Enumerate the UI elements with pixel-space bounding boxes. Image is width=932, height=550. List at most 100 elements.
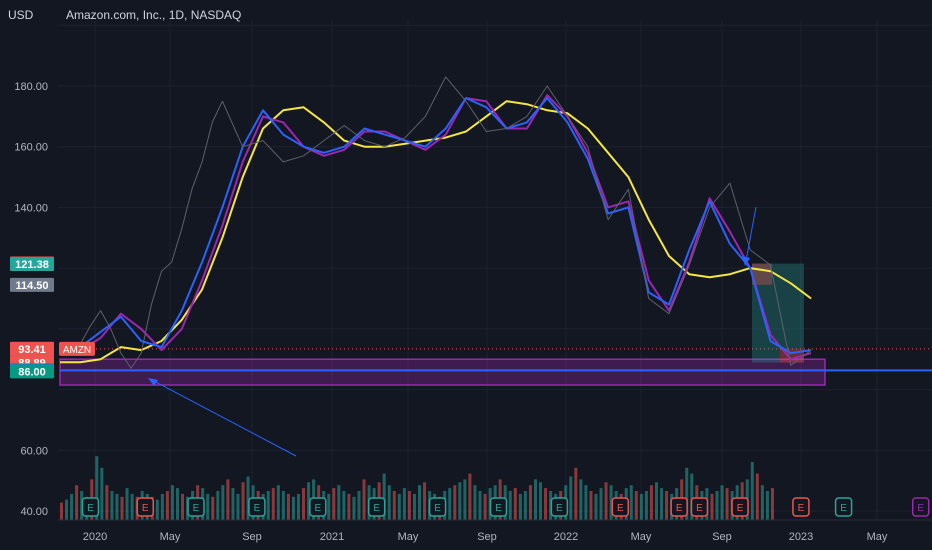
volume-bar-19 [155,499,159,520]
volume-bar-70 [412,493,416,520]
earnings-badge-label-9: E [617,503,624,514]
volume-bar-77 [448,488,452,520]
volume-bar-101 [569,476,573,520]
volume-bar-80 [463,479,467,520]
volume-bar-58 [352,496,356,520]
volume-bar-71 [418,485,421,520]
symbol-tag-bg [59,341,95,356]
volume-bar-105 [589,491,593,520]
x-tick-label-4: May [398,531,419,543]
volume-bar-49 [307,482,311,520]
volume-bar-89 [508,491,512,520]
volume-bar-0 [60,502,63,520]
volume-bar-64 [382,473,386,520]
earnings-badge-10 [670,497,688,517]
volume-bar-48 [302,488,306,520]
volume-bar-103 [579,479,583,520]
volume-bar-78 [453,485,457,520]
volume-bar-57 [347,493,351,520]
earnings-badge-label-12: E [737,503,744,514]
volume-bar-37 [246,476,250,520]
volume-bar-106 [594,493,598,520]
annotation-arrow-1 [151,379,297,457]
volume-bar-36 [241,482,245,520]
volume-bar-60 [362,479,366,520]
volume-bar-14 [130,493,134,520]
volume-bar-45 [286,493,290,520]
volume-bar-119 [660,488,664,520]
volume-bar-47 [296,493,300,520]
volume-bar-24 [181,493,185,520]
volume-bar-95 [539,482,543,520]
volume-bar-59 [357,491,361,520]
earnings-badge-8 [550,497,569,517]
volume-bar-109 [609,485,613,520]
y-tick-label-3: 160.00 [14,142,48,154]
volume-bar-21 [165,491,169,520]
earnings-badge-label-6: E [434,503,441,514]
x-tick-label-6: 2022 [554,531,578,543]
earnings-badge-label-10: E [676,503,683,514]
earnings-badge-label-14: E [840,503,847,514]
earnings-badge-label-13: E [798,503,805,514]
volume-bar-41 [266,491,270,520]
y-tick-label-2: 140.00 [14,202,48,214]
x-tick-label-8: Sep [712,531,732,543]
x-tick-label-1: May [160,531,181,543]
volume-bar-8 [100,467,104,520]
volume-bar-23 [175,488,179,520]
volume-bar-10 [110,491,114,520]
earnings-badge-3 [248,497,266,517]
volume-bar-116 [644,491,648,520]
volume-bar-32 [221,485,225,520]
volume-bar-83 [478,491,482,520]
earnings-badge-14 [834,497,853,517]
volume-bar-124 [685,467,689,520]
volume-bar-30 [211,496,215,520]
volume-bar-140 [765,491,769,520]
volume-bar-33 [226,479,230,520]
volume-bar-54 [332,488,336,520]
price-label-bg-2 [10,277,54,292]
volume-bar-113 [629,485,633,520]
volume-bar-65 [387,485,391,520]
volume-bar-138 [755,473,759,520]
series-ma_slow [59,94,812,361]
earnings-badge-6 [428,497,447,517]
volume-bar-104 [584,485,588,520]
earnings-badge-label-4: E [314,503,321,514]
price-label-2: 114.50 [15,280,48,292]
currency-label: USD [8,8,34,22]
earnings-badge-7 [489,497,508,517]
symbol-tag: AMZN [63,345,91,356]
volume-bar-94 [533,479,537,520]
earnings-badge-label-5: E [373,503,380,514]
volume-bar-96 [544,488,548,520]
earnings-badge-label-1: E [142,503,149,514]
stop-zone [752,263,780,363]
price-label-bg-7 [10,364,54,379]
volume-bar-129 [710,493,714,520]
y-tick-label-1: 60.00 [20,445,48,457]
annotation-arrowhead-2 [742,256,750,266]
volume-bar-7 [95,456,99,520]
volume-bar-125 [690,473,694,520]
volume-bar-9 [105,485,109,520]
volume-bar-43 [276,485,280,520]
volume-bar-84 [483,493,487,520]
annotation-arrow-2 [745,206,757,262]
series-price [59,76,812,369]
price-label-7: 86.00 [18,366,46,378]
price-label-1: 121.38 [15,259,49,271]
x-tick-label-10: May [867,531,888,543]
earnings-badge-label-0: E [87,503,94,514]
earnings-badge-label-11: E [696,503,703,514]
earnings-badge-0 [81,497,100,517]
target-zone [780,263,804,349]
volume-bar-66 [392,491,396,520]
earnings-badge-4 [309,497,327,517]
volume-bar-72 [423,482,427,520]
volume-bar-56 [342,491,346,520]
